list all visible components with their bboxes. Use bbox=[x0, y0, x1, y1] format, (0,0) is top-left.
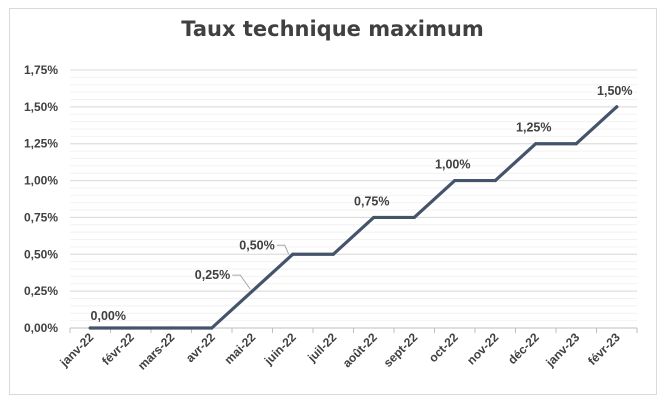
x-tick-label: juil-22 bbox=[304, 330, 339, 365]
data-point bbox=[291, 252, 295, 256]
x-tick-label: nov-22 bbox=[464, 330, 501, 367]
y-tick-label: 0,50% bbox=[24, 247, 58, 261]
data-point bbox=[534, 142, 538, 146]
data-point bbox=[250, 289, 254, 293]
y-tick-label: 0,25% bbox=[24, 284, 58, 298]
data-label: 0,50% bbox=[239, 238, 274, 252]
y-tick-label: 1,75% bbox=[24, 63, 58, 77]
data-label: 1,25% bbox=[516, 121, 551, 135]
x-tick-label: oct-22 bbox=[426, 330, 461, 365]
data-point bbox=[615, 105, 619, 109]
chart-title: Taux technique maximum bbox=[181, 17, 484, 41]
y-tick-label: 0,00% bbox=[24, 321, 58, 335]
x-tick-label: juin-22 bbox=[261, 330, 299, 368]
data-point bbox=[88, 326, 92, 330]
x-tick-label: janv-22 bbox=[57, 330, 97, 370]
data-labels: 0,00% 0,25% 0,50% 0,75% 1,00% 1,25% 1,50% bbox=[91, 84, 633, 323]
y-tick-label: 1,50% bbox=[24, 100, 58, 114]
x-tick-label: mai-22 bbox=[222, 330, 259, 367]
y-axis-ticks: 0,00% 0,25% 0,50% 0,75% 1,00% 1,25% 1,50% 1,75% bbox=[24, 63, 58, 335]
x-tick-label: sept-22 bbox=[381, 330, 421, 370]
x-tick-label: janv-23 bbox=[543, 330, 583, 370]
series-line bbox=[88, 105, 619, 330]
series-layer bbox=[88, 105, 619, 330]
data-point bbox=[210, 326, 214, 330]
data-label: 0,25% bbox=[195, 268, 230, 282]
y-tick-label: 1,00% bbox=[24, 174, 58, 188]
data-point bbox=[574, 142, 578, 146]
data-label: 0,00% bbox=[91, 309, 126, 323]
data-label: 1,00% bbox=[435, 158, 470, 172]
x-tick-label: mars-22 bbox=[135, 330, 178, 373]
grid-lines bbox=[70, 69, 637, 329]
x-tick-label: avr-22 bbox=[183, 330, 218, 365]
data-point bbox=[453, 178, 457, 183]
x-tick-label: févr-23 bbox=[585, 330, 623, 368]
x-tick-label: déc-22 bbox=[505, 330, 542, 367]
data-point bbox=[169, 326, 173, 330]
data-point bbox=[493, 178, 497, 183]
chart-frame bbox=[9, 8, 657, 395]
data-point bbox=[372, 215, 376, 220]
leader-line bbox=[232, 274, 251, 290]
data-label: 0,75% bbox=[354, 194, 389, 208]
data-point bbox=[412, 215, 416, 220]
y-tick-label: 0,75% bbox=[24, 210, 58, 224]
data-point bbox=[331, 252, 335, 256]
y-tick-label: 1,25% bbox=[24, 137, 58, 151]
data-label: 1,50% bbox=[597, 84, 632, 98]
x-tick-label: févr-22 bbox=[99, 330, 137, 368]
data-point bbox=[129, 326, 133, 330]
x-tick-label: août-22 bbox=[340, 330, 380, 370]
leader-line bbox=[276, 244, 290, 255]
